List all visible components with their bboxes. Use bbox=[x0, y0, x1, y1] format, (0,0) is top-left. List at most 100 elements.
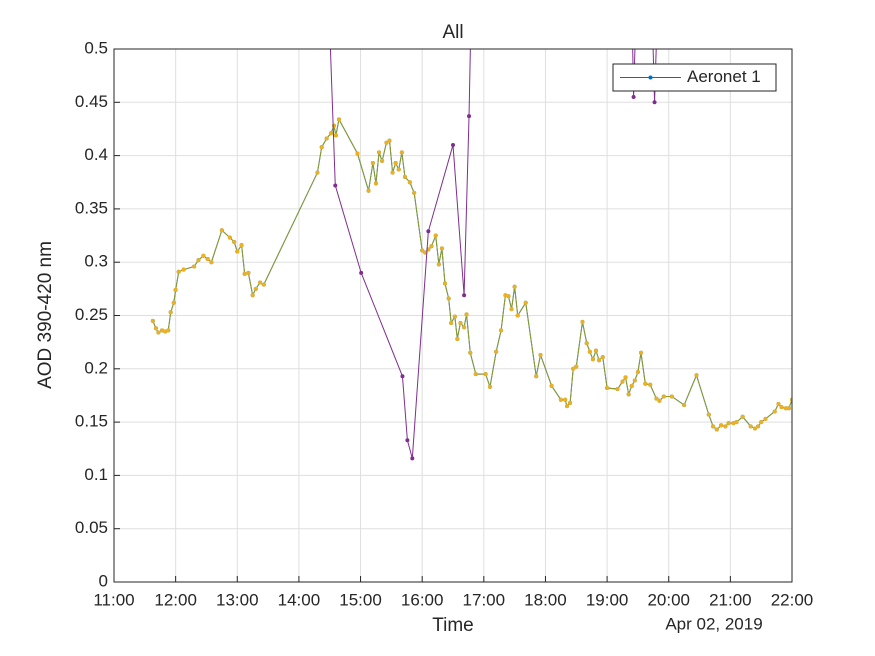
data-point bbox=[631, 94, 636, 99]
data-point bbox=[452, 314, 457, 319]
data-point bbox=[487, 384, 492, 389]
data-point bbox=[242, 271, 247, 276]
data-point bbox=[384, 140, 389, 145]
data-point bbox=[483, 372, 488, 377]
date-label: Apr 02, 2019 bbox=[665, 614, 762, 633]
data-point bbox=[706, 412, 711, 417]
x-tick-label: 13:00 bbox=[216, 590, 259, 609]
data-point bbox=[593, 348, 598, 353]
data-point bbox=[458, 320, 463, 325]
data-point bbox=[232, 239, 237, 244]
data-point bbox=[643, 381, 648, 386]
data-point bbox=[512, 284, 517, 289]
data-point bbox=[494, 349, 499, 354]
data-point bbox=[714, 427, 719, 432]
data-point bbox=[377, 150, 382, 155]
x-tick-label: 11:00 bbox=[93, 590, 134, 609]
data-point bbox=[719, 423, 724, 428]
data-point bbox=[615, 387, 620, 392]
data-point bbox=[534, 374, 539, 379]
data-point bbox=[393, 161, 398, 166]
data-point bbox=[436, 262, 441, 267]
data-point bbox=[694, 373, 699, 378]
x-tick-label: 16:00 bbox=[401, 590, 444, 609]
data-point bbox=[620, 379, 625, 384]
data-point bbox=[473, 372, 478, 377]
data-point bbox=[629, 383, 634, 388]
data-point bbox=[600, 355, 605, 360]
data-point bbox=[632, 378, 637, 383]
data-point bbox=[654, 396, 659, 401]
y-tick-label: 0.1 bbox=[84, 465, 108, 484]
data-point bbox=[168, 310, 173, 315]
data-point bbox=[772, 409, 777, 414]
data-point bbox=[734, 420, 739, 425]
data-point bbox=[373, 181, 378, 186]
y-tick-label: 0.3 bbox=[84, 252, 108, 271]
y-tick-label: 0.05 bbox=[75, 518, 108, 537]
data-point bbox=[451, 142, 455, 147]
data-point bbox=[753, 426, 758, 431]
data-point bbox=[571, 366, 576, 371]
data-point bbox=[250, 293, 255, 298]
data-point bbox=[150, 318, 155, 323]
data-point bbox=[400, 374, 405, 379]
data-point bbox=[635, 369, 640, 374]
y-tick-label: 0.35 bbox=[75, 198, 108, 217]
data-point bbox=[731, 421, 736, 426]
data-point bbox=[235, 249, 240, 254]
data-point bbox=[756, 424, 761, 429]
data-point bbox=[405, 438, 410, 443]
data-point bbox=[201, 253, 206, 258]
data-point bbox=[786, 406, 791, 411]
data-point bbox=[219, 228, 224, 233]
data-point bbox=[370, 161, 375, 166]
data-point bbox=[429, 244, 434, 249]
data-point bbox=[176, 269, 181, 274]
data-point bbox=[315, 170, 320, 175]
data-point bbox=[163, 329, 168, 334]
data-point bbox=[499, 328, 504, 333]
data-point bbox=[173, 287, 178, 292]
x-tick-label: 18:00 bbox=[524, 590, 567, 609]
data-point bbox=[468, 350, 473, 355]
data-point bbox=[549, 383, 554, 388]
data-point bbox=[181, 267, 186, 272]
y-tick-label: 0.5 bbox=[84, 38, 108, 57]
data-point bbox=[464, 312, 469, 317]
data-point bbox=[657, 398, 662, 403]
x-tick-label: 17:00 bbox=[463, 590, 506, 609]
data-point bbox=[652, 100, 657, 105]
data-point bbox=[661, 394, 666, 399]
y-tick-label: 0.2 bbox=[84, 358, 108, 377]
data-point bbox=[623, 375, 628, 380]
data-point bbox=[209, 260, 214, 265]
data-point bbox=[574, 364, 579, 369]
data-point bbox=[506, 294, 511, 299]
data-point bbox=[319, 145, 324, 150]
data-point bbox=[328, 131, 333, 136]
data-point bbox=[410, 456, 415, 461]
data-point bbox=[412, 190, 417, 195]
data-point bbox=[324, 136, 329, 141]
data-point bbox=[597, 358, 602, 363]
data-point bbox=[590, 357, 595, 362]
y-tick-label: 0.15 bbox=[75, 412, 108, 431]
data-point bbox=[196, 258, 201, 263]
data-point bbox=[399, 150, 404, 155]
chart-title: All bbox=[442, 22, 463, 43]
data-point bbox=[462, 325, 467, 330]
data-point bbox=[420, 248, 425, 253]
data-point bbox=[759, 420, 764, 425]
y-tick-label: 0.4 bbox=[84, 145, 108, 164]
data-point bbox=[333, 183, 338, 188]
data-point bbox=[160, 328, 165, 333]
data-point bbox=[433, 233, 438, 238]
data-point bbox=[359, 270, 364, 275]
data-point bbox=[580, 319, 585, 324]
data-point bbox=[205, 257, 210, 262]
data-point bbox=[402, 174, 407, 179]
